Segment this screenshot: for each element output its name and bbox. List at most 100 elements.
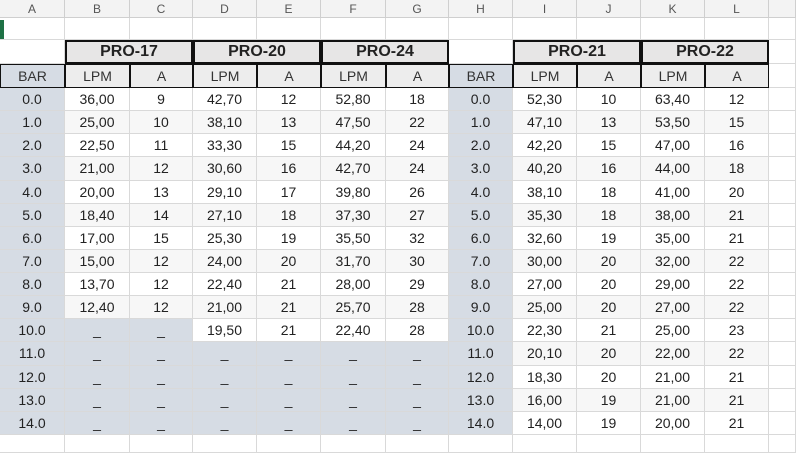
data-cell[interactable]: 20 — [577, 296, 641, 320]
data-cell[interactable]: 25,00 — [65, 111, 130, 135]
data-cell[interactable]: 38,10 — [193, 111, 257, 135]
data-cell[interactable]: _ — [130, 365, 193, 389]
data-cell[interactable]: 36,00 — [65, 88, 130, 112]
data-cell[interactable]: 30,00 — [513, 249, 577, 274]
data-cell[interactable]: 15 — [577, 134, 641, 158]
empty-cell[interactable] — [769, 134, 796, 158]
empty-cell[interactable] — [769, 249, 796, 274]
data-cell[interactable]: 20 — [257, 249, 321, 274]
data-cell[interactable]: 38,10 — [513, 180, 577, 204]
data-cell[interactable]: 20 — [705, 180, 769, 204]
data-cell[interactable]: 27,00 — [513, 273, 577, 297]
empty-cell[interactable] — [769, 18, 796, 40]
data-cell[interactable]: 12,40 — [65, 296, 130, 320]
data-cell[interactable]: 29,10 — [193, 180, 257, 204]
data-cell[interactable]: 12 — [130, 296, 193, 320]
column-header[interactable]: I — [513, 0, 577, 18]
data-cell[interactable]: 18 — [705, 157, 769, 181]
data-cell[interactable]: _ — [321, 411, 386, 435]
empty-cell[interactable] — [386, 434, 449, 453]
bar-cell[interactable]: 4.0 — [449, 180, 513, 204]
data-cell[interactable]: 28 — [386, 319, 449, 343]
sub-header[interactable]: A — [386, 64, 449, 88]
data-cell[interactable]: 22 — [705, 296, 769, 320]
data-cell[interactable]: 22,50 — [65, 134, 130, 158]
column-header[interactable]: F — [321, 0, 386, 18]
empty-cell[interactable] — [0, 18, 65, 40]
column-header[interactable]: K — [641, 0, 705, 18]
data-cell[interactable]: 13 — [130, 180, 193, 204]
bar-cell[interactable]: 4.0 — [0, 180, 65, 204]
data-cell[interactable]: _ — [321, 388, 386, 412]
empty-cell[interactable] — [386, 18, 449, 40]
data-cell[interactable]: _ — [386, 365, 449, 389]
empty-cell[interactable] — [449, 434, 513, 453]
data-cell[interactable]: 47,10 — [513, 111, 577, 135]
data-cell[interactable]: _ — [193, 365, 257, 389]
data-cell[interactable]: 21 — [705, 226, 769, 250]
data-cell[interactable]: 25,00 — [641, 319, 705, 343]
data-cell[interactable]: 13 — [577, 111, 641, 135]
bar-cell[interactable]: 8.0 — [449, 273, 513, 297]
data-cell[interactable]: 24 — [386, 157, 449, 181]
data-cell[interactable]: 47,00 — [641, 134, 705, 158]
bar-cell[interactable]: 1.0 — [449, 111, 513, 135]
data-cell[interactable]: _ — [65, 319, 130, 343]
empty-cell[interactable] — [321, 434, 386, 453]
data-cell[interactable]: 16 — [705, 134, 769, 158]
data-cell[interactable]: 28 — [386, 296, 449, 320]
data-cell[interactable]: 22,30 — [513, 319, 577, 343]
data-cell[interactable]: 15 — [130, 226, 193, 250]
empty-cell[interactable] — [513, 434, 577, 453]
data-cell[interactable]: 32 — [386, 226, 449, 250]
data-cell[interactable]: 25,30 — [193, 226, 257, 250]
bar-cell[interactable]: 7.0 — [449, 249, 513, 274]
empty-cell[interactable] — [193, 18, 257, 40]
data-cell[interactable]: 16 — [257, 157, 321, 181]
sub-header[interactable]: LPM — [513, 64, 577, 88]
data-cell[interactable]: 21,00 — [65, 157, 130, 181]
data-cell[interactable]: 32,60 — [513, 226, 577, 250]
group-header[interactable]: PRO-21 — [513, 40, 641, 64]
column-header[interactable]: D — [193, 0, 257, 18]
sub-header[interactable]: A — [705, 64, 769, 88]
column-header[interactable]: B — [65, 0, 130, 18]
empty-cell[interactable] — [0, 40, 65, 64]
sub-header[interactable]: LPM — [641, 64, 705, 88]
data-cell[interactable]: 14 — [130, 203, 193, 227]
data-cell[interactable]: 18 — [257, 203, 321, 227]
data-cell[interactable]: 15 — [257, 134, 321, 158]
data-cell[interactable]: 9 — [130, 88, 193, 112]
empty-cell[interactable] — [769, 296, 796, 320]
bar-cell[interactable]: 5.0 — [449, 203, 513, 227]
data-cell[interactable]: _ — [130, 388, 193, 412]
empty-cell[interactable] — [257, 434, 321, 453]
data-cell[interactable]: 15 — [705, 111, 769, 135]
bar-cell[interactable]: 2.0 — [449, 134, 513, 158]
empty-cell[interactable] — [257, 18, 321, 40]
bar-cell[interactable]: 1.0 — [0, 111, 65, 135]
data-cell[interactable]: 21,00 — [641, 388, 705, 412]
data-cell[interactable]: _ — [321, 342, 386, 366]
data-cell[interactable]: _ — [130, 411, 193, 435]
bar-cell[interactable]: 13.0 — [0, 388, 65, 412]
data-cell[interactable]: 12 — [130, 273, 193, 297]
bar-cell[interactable]: 14.0 — [449, 411, 513, 435]
data-cell[interactable]: 21 — [577, 319, 641, 343]
data-cell[interactable]: 12 — [257, 88, 321, 112]
bar-cell[interactable]: 10.0 — [0, 319, 65, 343]
data-cell[interactable]: 20 — [577, 249, 641, 274]
data-cell[interactable]: 52,80 — [321, 88, 386, 112]
data-cell[interactable]: _ — [130, 342, 193, 366]
sub-header[interactable]: LPM — [65, 64, 130, 88]
empty-cell[interactable] — [769, 64, 796, 88]
empty-cell[interactable] — [769, 434, 796, 453]
column-header[interactable]: C — [130, 0, 193, 18]
data-cell[interactable]: 17 — [257, 180, 321, 204]
data-cell[interactable]: 21 — [705, 411, 769, 435]
data-cell[interactable]: 21 — [257, 296, 321, 320]
data-cell[interactable]: 17,00 — [65, 226, 130, 250]
data-cell[interactable]: 42,70 — [193, 88, 257, 112]
data-cell[interactable]: 19 — [577, 226, 641, 250]
data-cell[interactable]: _ — [65, 411, 130, 435]
